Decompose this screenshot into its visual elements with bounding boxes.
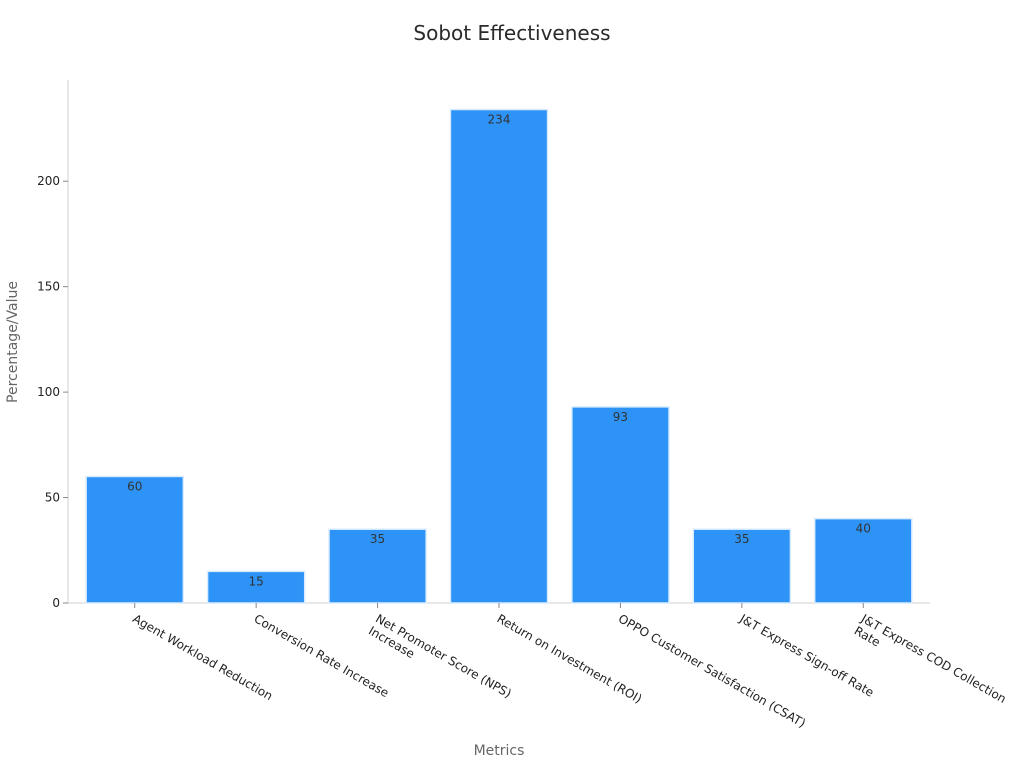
- data-label: 35: [734, 532, 749, 546]
- y-tick-label: 50: [45, 491, 60, 505]
- x-tick-label: OPPO Customer Satisfaction (CSAT): [616, 611, 808, 730]
- x-tick-label: Agent Workload Reduction: [130, 611, 275, 703]
- bar: [571, 406, 670, 604]
- bar: [328, 528, 427, 604]
- data-label: 40: [856, 522, 871, 536]
- bar: [449, 108, 549, 604]
- y-tick-label: 200: [37, 174, 60, 188]
- data-label: 93: [613, 410, 628, 424]
- x-tick-label-line: Net Promoter Score (NPS): [373, 611, 514, 700]
- x-axis-title: Metrics: [474, 743, 525, 759]
- x-tick-label: Net Promoter Score (NPS)Increase: [366, 611, 514, 712]
- data-label: 35: [370, 532, 385, 546]
- x-tick-label-line: J&T Express Sign-off Rate: [736, 611, 876, 700]
- y-tick-label: 150: [37, 280, 60, 294]
- data-label: 15: [249, 574, 264, 588]
- x-tick-label-line: OPPO Customer Satisfaction (CSAT): [616, 611, 808, 730]
- bar: [692, 528, 792, 604]
- x-tick-label-line: Conversion Rate Increase: [252, 611, 392, 700]
- y-tick-label: 100: [37, 385, 60, 399]
- bars: 60 15 35 234 93 35 40: [85, 108, 913, 604]
- x-tick-label: Conversion Rate Increase: [252, 611, 392, 700]
- data-label: 234: [488, 113, 511, 127]
- x-tick-label-line: Agent Workload Reduction: [130, 611, 275, 703]
- bar: [85, 475, 185, 604]
- y-axis-title: Percentage/Value: [5, 281, 21, 403]
- x-tick-label-line: J&T Express COD Collection: [858, 611, 1009, 706]
- bar: [813, 517, 913, 604]
- data-label: 60: [127, 479, 142, 493]
- chart-title: Sobot Effectiveness: [413, 21, 610, 45]
- x-tick-label: J&T Express Sign-off Rate: [736, 611, 876, 700]
- y-tick-label: 0: [52, 596, 60, 610]
- y-ticks: 0 50 100 150 200: [37, 174, 68, 610]
- x-tick-label: J&T Express COD CollectionRate: [851, 611, 1009, 718]
